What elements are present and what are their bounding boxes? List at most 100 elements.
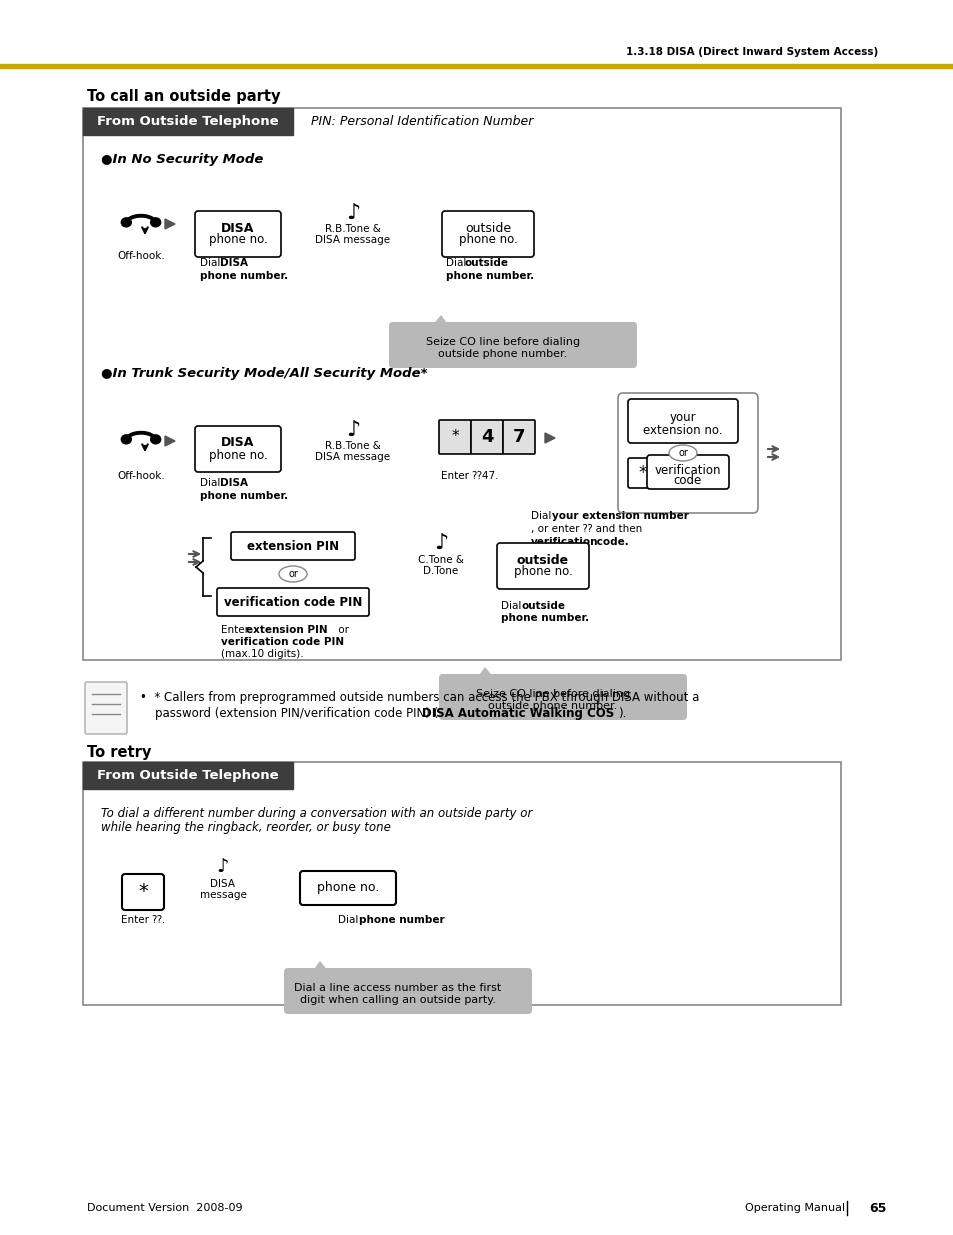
Ellipse shape xyxy=(121,435,132,443)
Text: To dial a different number during a conversation with an outside party or: To dial a different number during a conv… xyxy=(101,808,532,820)
Polygon shape xyxy=(165,436,174,446)
FancyBboxPatch shape xyxy=(194,211,281,257)
Text: DISA message: DISA message xyxy=(315,235,390,245)
Text: phone number.: phone number. xyxy=(200,492,288,501)
Text: Enter ⁇47.: Enter ⁇47. xyxy=(440,471,498,480)
Ellipse shape xyxy=(278,566,307,582)
FancyBboxPatch shape xyxy=(122,874,164,910)
Text: Dial: Dial xyxy=(200,258,223,268)
Text: *: * xyxy=(451,430,458,445)
Text: Dial: Dial xyxy=(500,601,524,611)
Text: outside: outside xyxy=(464,221,511,235)
Text: Dial a line access number as the first: Dial a line access number as the first xyxy=(294,983,501,993)
Text: Dial: Dial xyxy=(337,915,361,925)
Text: DISA: DISA xyxy=(220,478,248,488)
Text: Seize CO line before dialing: Seize CO line before dialing xyxy=(476,689,629,699)
Bar xyxy=(83,107,841,659)
FancyBboxPatch shape xyxy=(438,674,686,720)
Text: , or enter ⁇ and then: , or enter ⁇ and then xyxy=(531,524,645,534)
Text: DISA Automatic Walking COS: DISA Automatic Walking COS xyxy=(421,708,614,720)
Polygon shape xyxy=(165,219,174,228)
Text: ♪: ♪ xyxy=(216,857,229,877)
Text: *: * xyxy=(138,883,148,902)
Text: your: your xyxy=(669,411,696,425)
FancyBboxPatch shape xyxy=(284,968,532,1014)
Ellipse shape xyxy=(151,217,160,227)
Text: digit when calling an outside party.: digit when calling an outside party. xyxy=(300,995,496,1005)
FancyBboxPatch shape xyxy=(194,426,281,472)
Text: outside: outside xyxy=(464,258,509,268)
Text: Document Version  2008-09: Document Version 2008-09 xyxy=(87,1203,242,1213)
Text: phone no.: phone no. xyxy=(458,233,517,247)
Text: DISA: DISA xyxy=(220,258,248,268)
Text: (max.10 digits).: (max.10 digits). xyxy=(221,650,303,659)
Text: phone number.: phone number. xyxy=(446,270,534,282)
Text: ♪: ♪ xyxy=(434,534,448,553)
Text: R.B.Tone &: R.B.Tone & xyxy=(325,441,380,451)
Text: ●In No Security Mode: ●In No Security Mode xyxy=(101,153,263,167)
Text: while hearing the ringback, reorder, or busy tone: while hearing the ringback, reorder, or … xyxy=(101,821,391,835)
Text: Off-hook.: Off-hook. xyxy=(117,471,165,480)
Text: Enter: Enter xyxy=(221,625,252,635)
FancyBboxPatch shape xyxy=(497,543,588,589)
FancyBboxPatch shape xyxy=(627,458,658,488)
Text: ♪: ♪ xyxy=(346,420,359,440)
Text: From Outside Telephone: From Outside Telephone xyxy=(97,115,278,128)
Text: phone no.: phone no. xyxy=(209,448,267,462)
Text: R.B.Tone &: R.B.Tone & xyxy=(325,224,380,233)
FancyBboxPatch shape xyxy=(441,211,534,257)
Text: phone no.: phone no. xyxy=(316,882,378,894)
Text: verification: verification xyxy=(654,464,720,478)
Text: .: . xyxy=(436,915,439,925)
Text: •  * Callers from preprogrammed outside numbers can access the PBX through DISA : • * Callers from preprogrammed outside n… xyxy=(140,692,699,704)
Text: DISA: DISA xyxy=(221,221,254,235)
Text: C.Tone &: C.Tone & xyxy=(417,555,463,564)
FancyBboxPatch shape xyxy=(216,588,369,616)
Text: phone no.: phone no. xyxy=(513,566,572,578)
Ellipse shape xyxy=(151,435,160,443)
Bar xyxy=(83,762,293,789)
Text: extension PIN: extension PIN xyxy=(247,540,338,552)
Text: ●In Trunk Security Mode/All Security Mode*: ●In Trunk Security Mode/All Security Mod… xyxy=(101,367,427,379)
Text: Dial: Dial xyxy=(531,511,554,521)
FancyBboxPatch shape xyxy=(85,682,127,734)
Text: ).: ). xyxy=(618,708,626,720)
Text: D.Tone: D.Tone xyxy=(423,566,458,576)
FancyBboxPatch shape xyxy=(231,532,355,559)
Text: DISA: DISA xyxy=(211,879,235,889)
Text: outside: outside xyxy=(521,601,565,611)
Text: ♪: ♪ xyxy=(346,203,359,224)
Text: verification: verification xyxy=(531,537,598,547)
FancyBboxPatch shape xyxy=(627,399,738,443)
Text: To retry: To retry xyxy=(87,745,152,760)
FancyBboxPatch shape xyxy=(299,871,395,905)
Text: Enter ⁇.: Enter ⁇. xyxy=(121,915,165,925)
Text: 4: 4 xyxy=(480,429,493,446)
FancyBboxPatch shape xyxy=(502,420,535,454)
Text: verification code PIN: verification code PIN xyxy=(224,595,362,609)
Text: phone number: phone number xyxy=(358,915,444,925)
FancyBboxPatch shape xyxy=(438,420,471,454)
Text: or: or xyxy=(678,448,687,458)
Text: Dial: Dial xyxy=(200,478,223,488)
Polygon shape xyxy=(313,962,328,972)
Text: DISA message: DISA message xyxy=(315,452,390,462)
Text: Off-hook.: Off-hook. xyxy=(117,251,165,261)
Text: code: code xyxy=(673,474,701,488)
Text: PIN: Personal Identification Number: PIN: Personal Identification Number xyxy=(311,115,533,128)
Text: or: or xyxy=(288,569,297,579)
Text: extension no.: extension no. xyxy=(642,424,722,436)
Text: phone number.: phone number. xyxy=(500,613,589,622)
Polygon shape xyxy=(477,668,493,678)
Text: 7: 7 xyxy=(512,429,525,446)
Text: outside phone number.: outside phone number. xyxy=(488,701,617,711)
Text: verification code PIN: verification code PIN xyxy=(221,637,344,647)
Text: DISA: DISA xyxy=(221,436,254,450)
Text: phone no.: phone no. xyxy=(209,233,267,247)
Text: Operating Manual: Operating Manual xyxy=(744,1203,844,1213)
Text: outside phone number.: outside phone number. xyxy=(438,350,567,359)
Text: phone number.: phone number. xyxy=(200,270,288,282)
Text: To call an outside party: To call an outside party xyxy=(87,89,280,105)
Text: Dial: Dial xyxy=(446,258,469,268)
Bar xyxy=(83,107,293,135)
